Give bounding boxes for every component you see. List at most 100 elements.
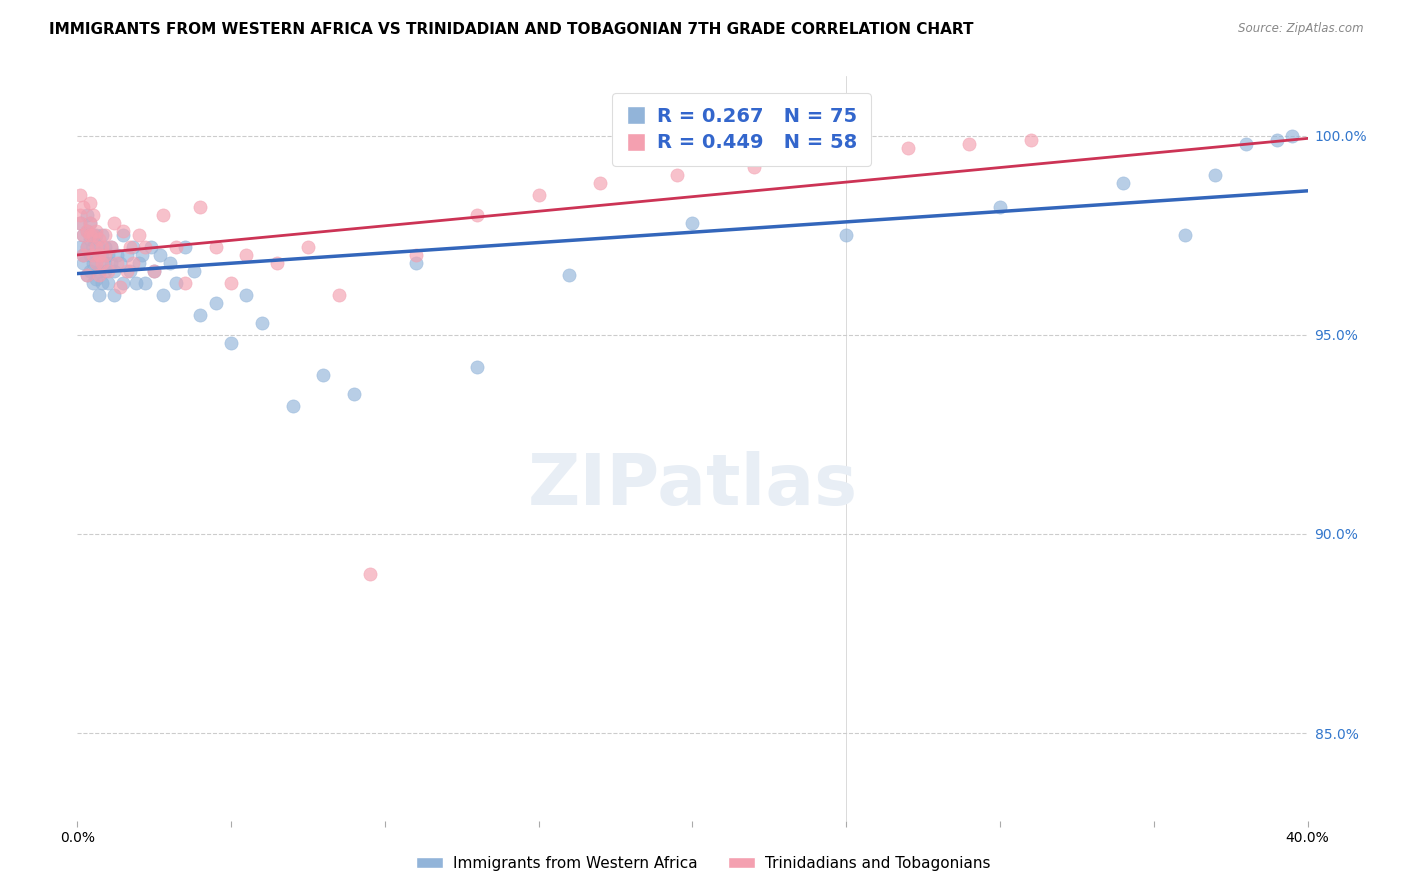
Point	[100, 256, 122, 270]
Point	[134, 276, 156, 290]
Point	[103, 264, 125, 278]
Point	[835, 228, 858, 243]
Point	[82, 228, 104, 243]
Point	[988, 200, 1011, 214]
Point	[72, 248, 94, 262]
Point	[84, 240, 107, 254]
Point	[110, 256, 132, 270]
Text: ZIPatlas: ZIPatlas	[527, 451, 858, 520]
Point	[152, 208, 174, 222]
Point	[125, 276, 148, 290]
Point	[84, 224, 107, 238]
Point	[250, 316, 273, 330]
Point	[82, 256, 104, 270]
Text: Source: ZipAtlas.com: Source: ZipAtlas.com	[1239, 22, 1364, 36]
Point	[141, 240, 163, 254]
Point	[183, 264, 205, 278]
Point	[682, 216, 704, 230]
Point	[90, 228, 114, 243]
Point	[1204, 169, 1226, 183]
Point	[1234, 136, 1257, 151]
Legend: Immigrants from Western Africa, Trinidadians and Tobagonians: Immigrants from Western Africa, Trinidad…	[411, 850, 995, 877]
Point	[143, 264, 166, 278]
Point	[128, 228, 150, 243]
Point	[82, 248, 104, 262]
Point	[115, 248, 138, 262]
Point	[312, 368, 335, 382]
Point	[76, 268, 98, 282]
Point	[72, 248, 94, 262]
Legend: R = 0.267   N = 75, R = 0.449   N = 58: R = 0.267 N = 75, R = 0.449 N = 58	[613, 93, 870, 166]
Point	[76, 240, 98, 254]
Point	[72, 200, 94, 214]
Point	[94, 228, 117, 243]
Point	[87, 268, 110, 282]
Point	[97, 276, 120, 290]
Point	[115, 264, 138, 278]
Point	[134, 240, 156, 254]
Point	[94, 264, 117, 278]
Point	[76, 224, 98, 238]
Point	[188, 200, 212, 214]
Point	[69, 216, 91, 230]
Point	[100, 240, 122, 254]
Point	[79, 228, 101, 243]
Point	[105, 248, 128, 262]
Point	[1019, 132, 1042, 146]
Point	[219, 335, 242, 350]
Point	[105, 256, 128, 270]
Point	[1112, 177, 1135, 191]
Point	[897, 140, 920, 154]
Point	[82, 240, 104, 254]
Point	[666, 169, 689, 183]
Point	[72, 228, 94, 243]
Point	[76, 240, 98, 254]
Point	[204, 296, 226, 310]
Point	[103, 216, 125, 230]
Point	[328, 288, 350, 302]
Point	[94, 240, 117, 254]
Point	[1265, 132, 1288, 146]
Point	[72, 256, 94, 270]
Point	[112, 228, 135, 243]
Point	[159, 256, 181, 270]
Point	[87, 248, 110, 262]
Point	[112, 276, 135, 290]
Point	[121, 256, 143, 270]
Point	[131, 248, 153, 262]
Point	[188, 308, 212, 322]
Point	[589, 177, 612, 191]
Point	[174, 276, 197, 290]
Point	[69, 188, 91, 202]
Point	[87, 240, 110, 254]
Point	[69, 216, 91, 230]
Point	[79, 248, 101, 262]
Point	[82, 276, 104, 290]
Point	[76, 268, 98, 282]
Point	[94, 248, 117, 262]
Point	[558, 268, 581, 282]
Point	[112, 224, 135, 238]
Point	[87, 288, 110, 302]
Point	[79, 216, 101, 230]
Point	[128, 256, 150, 270]
Point	[235, 288, 257, 302]
Point	[118, 264, 141, 278]
Point	[527, 188, 550, 202]
Point	[69, 208, 91, 222]
Point	[1281, 128, 1303, 143]
Point	[90, 248, 114, 262]
Point	[405, 256, 427, 270]
Point	[297, 240, 319, 254]
Point	[465, 208, 488, 222]
Point	[343, 387, 366, 401]
Point	[90, 256, 114, 270]
Text: IMMIGRANTS FROM WESTERN AFRICA VS TRINIDADIAN AND TOBAGONIAN 7TH GRADE CORRELATI: IMMIGRANTS FROM WESTERN AFRICA VS TRINID…	[49, 22, 974, 37]
Point	[79, 232, 101, 246]
Point	[118, 240, 141, 254]
Point	[957, 136, 980, 151]
Point	[143, 264, 166, 278]
Point	[1174, 228, 1197, 243]
Point	[266, 256, 288, 270]
Point	[121, 240, 143, 254]
